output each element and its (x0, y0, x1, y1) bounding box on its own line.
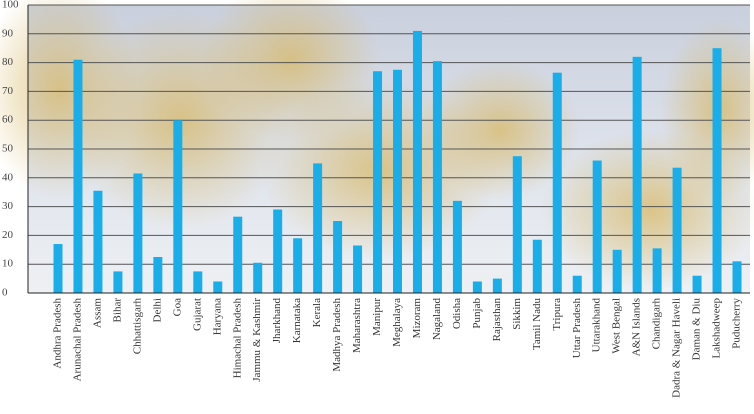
x-tick-label: West Bengal (611, 298, 623, 354)
labels: 0 10 20 30 40 50 60 70 80 90 100 Andhra Pradesh Arun… (2, 0, 743, 398)
x-tick-label: Mizoram (411, 298, 423, 339)
x-tick-label: Uttar Pradesh (571, 298, 583, 359)
x-tick-label: Meghalaya (391, 298, 403, 347)
x-tick-label: Puducherry (731, 298, 743, 349)
bar (113, 271, 123, 293)
x-tick-label: Sikkim (511, 298, 523, 330)
bar (133, 173, 143, 293)
bar (373, 71, 383, 294)
y-tick-label: 30 (2, 200, 14, 212)
bar (612, 249, 622, 293)
x-tick-label: Odisha (451, 298, 463, 329)
x-tick-label: Goa (171, 298, 183, 316)
bar (393, 69, 402, 293)
bar (592, 160, 602, 293)
x-tick-label: Chandigarh (651, 298, 663, 350)
x-tick-label: Delhi (151, 298, 163, 322)
bar (452, 200, 462, 293)
bar (293, 238, 303, 293)
x-tick-label: Kerala (311, 298, 323, 327)
bar (412, 30, 422, 293)
x-tick-label: Karnataka (291, 298, 303, 343)
x-tick-label: Arunachal Pradesh (72, 298, 84, 382)
x-tick-label: Himachal Pradesh (231, 298, 243, 379)
x-tick-label: Andhra Pradesh (52, 298, 64, 369)
bar (672, 167, 682, 293)
x-tick-label: Assam (91, 298, 103, 328)
x-tick-label: Gujarat (191, 298, 203, 331)
x-tick-label: Bihar (111, 298, 123, 323)
x-tick-label: Manipur (371, 298, 383, 336)
x-tick-label: Tamil Nadu (531, 298, 543, 351)
bar (73, 59, 83, 293)
x-tick-label: Rajasthan (491, 298, 503, 342)
x-tick-label: Jharkhand (271, 298, 283, 344)
bar (532, 239, 542, 293)
bar (732, 261, 742, 293)
bar (512, 156, 522, 293)
y-tick-label: 70 (2, 85, 14, 97)
x-tick-label: Daman & Diu (691, 298, 703, 361)
y-tick-label: 40 (2, 171, 14, 183)
x-tick-label: Dadra & Nagar Haveli (671, 298, 683, 398)
bar (233, 216, 243, 293)
bar (153, 257, 163, 293)
bar (432, 61, 442, 293)
x-tick-label: Madhya Pradesh (331, 298, 343, 372)
x-tick-label: Lakshadweep (711, 298, 723, 359)
bar (632, 56, 642, 294)
bar (253, 262, 263, 293)
bar (712, 48, 722, 294)
x-tick-label: Chhattisgarh (131, 298, 143, 355)
grid (28, 4, 750, 294)
y-tick-label: 90 (2, 27, 14, 39)
bar (572, 275, 582, 293)
bar (173, 120, 183, 293)
y-tick-label: 100 (2, 0, 19, 11)
bar (193, 271, 203, 293)
bar (53, 244, 63, 293)
y-tick-label: 80 (2, 56, 14, 68)
bar (692, 275, 702, 293)
bar (93, 190, 103, 293)
x-tick-label: Uttarakhand (591, 298, 603, 353)
bar (333, 221, 343, 293)
y-tick-label: 20 (2, 229, 14, 241)
bar (652, 248, 662, 293)
bar (313, 163, 323, 293)
y-tick-label: 50 (2, 143, 14, 155)
x-tick-label: Nagaland (431, 298, 443, 341)
bar (273, 209, 283, 293)
x-tick-label: Maharashtra (351, 298, 363, 353)
x-tick-label: Punjab (471, 298, 483, 329)
x-tick-label: A&N Islands (631, 298, 643, 356)
bar (472, 281, 482, 293)
x-tick-label: Jammu & Kashmir (251, 298, 263, 382)
y-tick-label: 10 (2, 258, 14, 270)
bar (213, 281, 223, 293)
y-tick-label: 60 (2, 114, 14, 126)
x-tick-label: Tripura (551, 298, 563, 331)
bars (53, 30, 742, 294)
x-tick-label: Haryana (211, 298, 223, 335)
y-tick-label: 0 (2, 287, 8, 299)
bar (492, 278, 502, 293)
bar (353, 245, 363, 293)
bar (552, 72, 562, 294)
